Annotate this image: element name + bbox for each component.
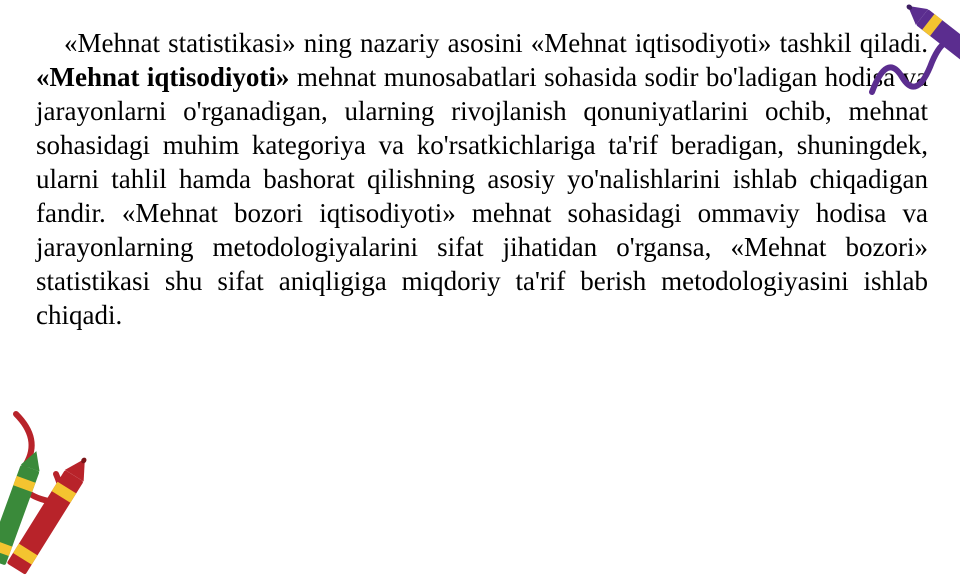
paragraph-bold: «Mehnat iqtisodiyoti» xyxy=(36,62,289,92)
crayon-purple-icon xyxy=(852,0,960,132)
paragraph-part1: «Mehnat statistikasi» ning nazariy asosi… xyxy=(64,28,928,58)
body-paragraph: «Mehnat statistikasi» ning nazariy asosi… xyxy=(36,26,928,332)
paragraph-part2: mehnat munosabatlari sohasida sodir bo'l… xyxy=(36,62,928,330)
crayon-red-green-icon xyxy=(0,394,146,584)
